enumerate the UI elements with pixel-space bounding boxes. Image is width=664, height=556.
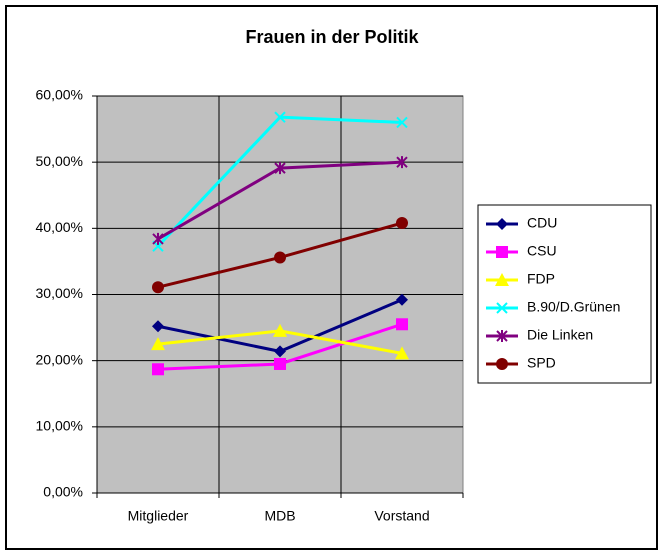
legend-label: CDU (527, 215, 557, 231)
y-tick-label: 40,00% (36, 219, 83, 235)
data-point (395, 346, 409, 360)
data-point (274, 251, 286, 264)
data-point (396, 116, 408, 129)
data-point (396, 318, 408, 331)
x-tick-label: Mitglieder (128, 508, 189, 524)
data-point (396, 217, 408, 230)
chart-title: Frauen in der Politik (245, 27, 419, 47)
legend-marker (496, 358, 508, 370)
legend-marker (495, 273, 509, 286)
x-tick-label: Vorstand (374, 508, 429, 524)
legend-marker (496, 246, 508, 258)
legend-marker (496, 302, 508, 314)
legend-label: B.90/D.Grünen (527, 299, 620, 315)
x-tick-label: MDB (264, 508, 295, 524)
data-point (274, 162, 286, 175)
y-tick-label: 10,00% (36, 418, 83, 434)
data-point (273, 323, 287, 337)
data-point (152, 363, 164, 376)
data-point (274, 111, 286, 123)
legend-label: Die Linken (527, 327, 593, 343)
data-point (396, 293, 408, 306)
data-point (152, 320, 164, 333)
legend-marker (496, 330, 508, 342)
data-point (152, 232, 164, 245)
data-point (152, 281, 164, 294)
data-point (151, 337, 165, 351)
data-point (274, 345, 286, 358)
legend-label: SPD (527, 355, 556, 371)
legend-label: FDP (527, 271, 555, 287)
legend-marker (496, 218, 508, 230)
data-point (274, 357, 286, 370)
y-tick-label: 60,00% (36, 87, 83, 103)
data-point (396, 156, 408, 169)
legend-label: CSU (527, 243, 557, 259)
y-tick-label: 30,00% (36, 285, 83, 301)
y-tick-label: 0,00% (43, 484, 83, 500)
y-tick-label: 20,00% (36, 351, 83, 367)
legend-box (477, 204, 652, 384)
y-tick-label: 50,00% (36, 153, 83, 169)
